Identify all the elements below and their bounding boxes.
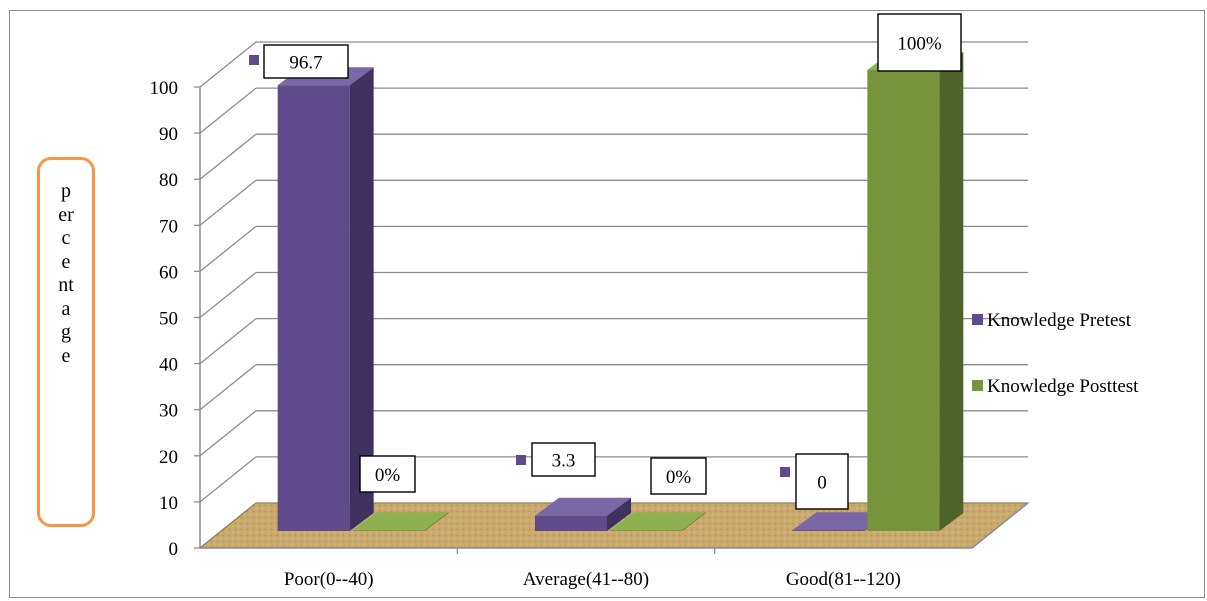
- data-label: 3.3: [516, 442, 596, 477]
- bar-front: [277, 85, 350, 531]
- gridline-side: [199, 364, 257, 411]
- bar-side: [682, 512, 706, 531]
- y-tick-label: 80: [159, 170, 178, 191]
- y-tick-label: 10: [159, 493, 178, 514]
- bar: [867, 52, 964, 531]
- data-label-text: 0%: [666, 467, 692, 488]
- bar-side: [939, 52, 964, 531]
- data-label-box: [877, 13, 962, 72]
- bar: [535, 497, 631, 531]
- y-tick-label: 20: [159, 447, 178, 468]
- gridline-side: [199, 410, 257, 457]
- data-labels: 96.7 3.3 0 0% 0% 100%: [249, 13, 962, 510]
- data-label-box: [263, 44, 349, 79]
- data-label: 0%: [650, 457, 707, 495]
- y-axis-label: percentage: [58, 180, 74, 367]
- data-label: 96.7: [249, 44, 349, 79]
- gridline-side: [199, 225, 257, 272]
- y-tick-label: 90: [159, 124, 178, 145]
- y-tick-label: 0: [169, 539, 179, 560]
- bar-top: [792, 512, 889, 531]
- data-label-key: [249, 55, 259, 65]
- data-label-box: [650, 457, 707, 495]
- gridline-side: [199, 456, 257, 503]
- legend-label: Knowledge Posttest: [987, 376, 1139, 397]
- data-label-key: [780, 467, 790, 477]
- bar-front: [352, 530, 425, 531]
- data-label-box: [359, 455, 416, 493]
- bar-side: [349, 67, 374, 531]
- bar: [277, 67, 374, 531]
- bar-top: [352, 512, 449, 531]
- legend-entry: Knowledge Pretest: [972, 310, 1132, 331]
- data-label-text: 96.7: [289, 53, 322, 74]
- gridline-side: [199, 271, 257, 319]
- gridline-side: [199, 133, 257, 180]
- data-label-key: [516, 455, 526, 465]
- data-label: 100%: [877, 13, 962, 72]
- bar: [352, 512, 449, 531]
- gridline-side: [199, 318, 257, 365]
- x-tick-label: Poor(0--40): [284, 569, 374, 590]
- legend: Knowledge Pretest Knowledge Posttest: [972, 310, 1139, 397]
- data-label: 0: [780, 453, 849, 510]
- data-label-box: [795, 453, 849, 510]
- bar-front: [535, 515, 607, 531]
- gridline-side: [199, 87, 257, 134]
- bar-front: [867, 70, 940, 531]
- bar-front: [610, 530, 682, 531]
- data-label-text: 0%: [375, 465, 401, 486]
- floor-right-edge: [971, 502, 1029, 549]
- data-label-box: [531, 442, 596, 477]
- bar-side: [607, 497, 631, 531]
- data-label-text: 100%: [897, 34, 942, 55]
- legend-swatch: [972, 314, 983, 325]
- legend-swatch: [972, 380, 983, 391]
- y-tick-label: 100: [150, 78, 179, 99]
- bar-top: [535, 497, 631, 516]
- y-tick-label: 40: [159, 355, 178, 376]
- y-tick-label: 50: [159, 309, 178, 330]
- gridline-side: [199, 41, 257, 88]
- y-tick-label: 60: [159, 262, 178, 283]
- y-tick-label: 30: [159, 401, 178, 422]
- legend-entry: Knowledge Posttest: [972, 376, 1139, 397]
- axes: 0 10 20 30 40 50 60 70 80 90 100 Poor(0--40) Average…: [150, 78, 1029, 590]
- bar: [610, 512, 706, 531]
- bars: [277, 52, 964, 531]
- gridline-side: [199, 179, 257, 226]
- x-tick-label: Good(81--120): [786, 569, 901, 590]
- data-label-text: 0: [817, 473, 827, 494]
- bar-top: [610, 512, 706, 531]
- data-label: 0%: [359, 455, 416, 493]
- bar-side: [424, 512, 449, 531]
- x-tick-label: Average(41--80): [523, 569, 649, 590]
- legend-label: Knowledge Pretest: [987, 310, 1132, 331]
- y-axis-label-box: percentage: [37, 157, 95, 527]
- bar-front: [792, 530, 865, 531]
- data-label-text: 3.3: [552, 451, 576, 472]
- y-tick-label: 70: [159, 216, 178, 237]
